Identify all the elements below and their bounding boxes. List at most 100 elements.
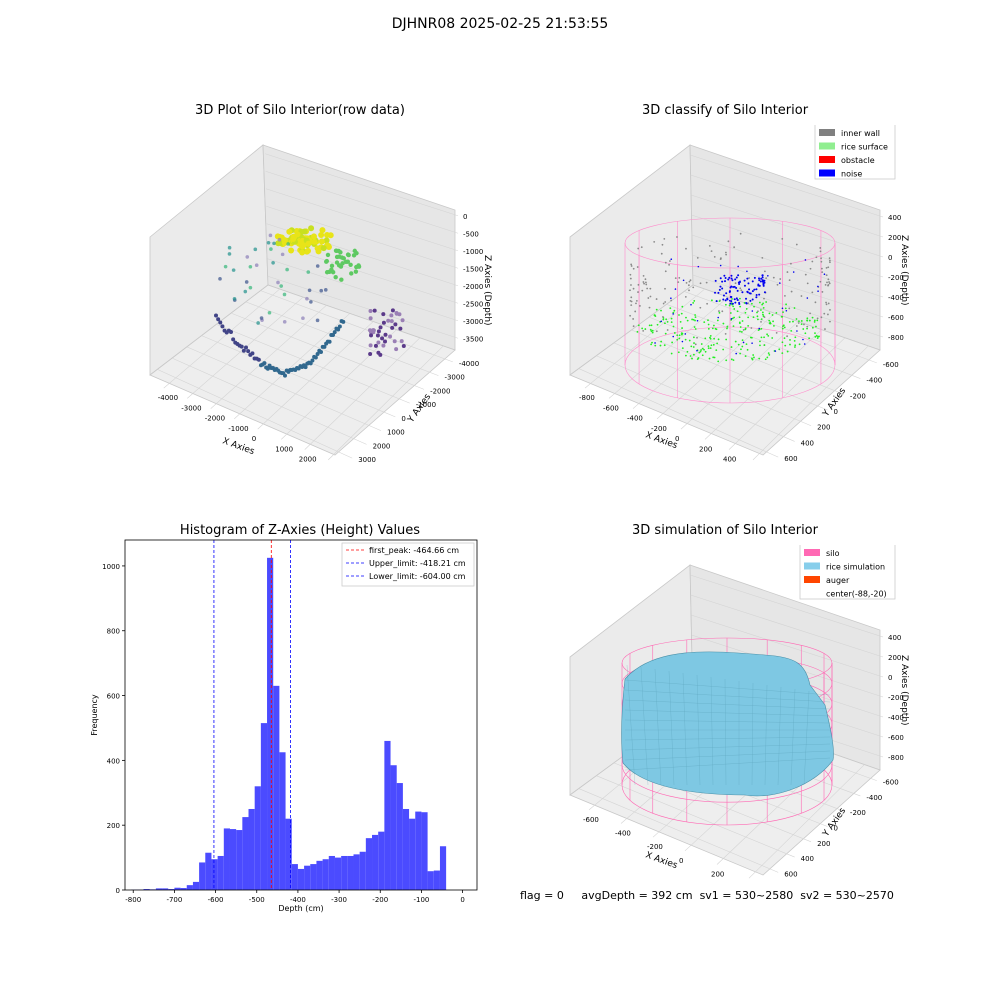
point xyxy=(823,312,826,315)
x-tick-label: 1000 xyxy=(275,445,293,453)
y-tick-label: -400 xyxy=(866,794,882,802)
point xyxy=(722,322,725,325)
y-tick-label: 600 xyxy=(784,455,797,463)
point xyxy=(635,299,638,302)
point xyxy=(676,236,678,238)
z-axis-label: Z Axies (Depth) xyxy=(899,655,909,726)
point xyxy=(749,299,752,302)
point xyxy=(738,322,741,325)
point xyxy=(800,295,803,297)
point xyxy=(318,232,325,239)
point xyxy=(651,341,653,344)
point xyxy=(725,292,728,295)
point xyxy=(706,302,709,305)
point xyxy=(680,312,683,315)
z-tick-label: 0 xyxy=(888,254,892,262)
histogram-bar xyxy=(236,830,243,890)
legend-label: inner wall xyxy=(841,129,880,138)
point xyxy=(689,355,692,357)
point xyxy=(762,283,765,286)
point xyxy=(814,332,816,335)
point xyxy=(714,291,717,294)
legend-label: noise xyxy=(841,170,862,179)
point xyxy=(397,312,402,317)
point xyxy=(763,270,766,273)
point xyxy=(679,321,682,323)
point xyxy=(739,287,742,290)
point xyxy=(654,315,657,318)
y-tick-label: 0 xyxy=(116,887,120,895)
legend-label: first_peak: -464.66 cm xyxy=(369,546,459,555)
point xyxy=(262,361,267,366)
point xyxy=(768,312,771,315)
point xyxy=(825,301,827,304)
point xyxy=(673,332,676,334)
point xyxy=(769,321,772,324)
y-tick-label: 200 xyxy=(817,840,830,848)
point xyxy=(319,227,326,234)
point xyxy=(728,304,731,307)
point xyxy=(648,324,651,327)
point xyxy=(692,336,695,339)
point xyxy=(827,284,829,287)
raw-plot-title: 3D Plot of Silo Interior(row data) xyxy=(195,103,405,118)
x-tick-label: -400 xyxy=(627,415,643,423)
point xyxy=(704,337,707,340)
point xyxy=(250,351,255,356)
point xyxy=(728,276,731,279)
point xyxy=(716,319,719,322)
point xyxy=(789,339,791,341)
point xyxy=(640,246,643,249)
x-axis-label: X Axies xyxy=(644,850,679,871)
point xyxy=(775,331,778,334)
point xyxy=(803,343,806,345)
legend-label: center(-88,-20) xyxy=(826,590,887,599)
point xyxy=(742,341,745,344)
point xyxy=(272,241,276,246)
point xyxy=(681,327,683,329)
status-line: flag = 0 avgDepth = 392 cm sv1 = 530~258… xyxy=(520,889,990,902)
point xyxy=(324,231,331,238)
point xyxy=(731,279,734,282)
point xyxy=(300,241,307,248)
point xyxy=(383,332,388,337)
point xyxy=(779,278,782,280)
point xyxy=(632,325,635,328)
point xyxy=(758,293,761,296)
point xyxy=(373,343,378,348)
point xyxy=(632,318,635,320)
point xyxy=(729,286,732,289)
point xyxy=(268,233,273,238)
point xyxy=(666,329,669,331)
simulation-plot-title: 3D simulation of Silo Interior xyxy=(632,523,818,538)
mesh-line xyxy=(624,750,831,761)
point xyxy=(267,310,272,315)
point xyxy=(674,288,677,290)
point xyxy=(750,327,753,329)
point xyxy=(699,282,702,285)
point xyxy=(248,285,253,290)
point xyxy=(709,347,712,350)
point xyxy=(806,297,809,299)
x-tick-label: -500 xyxy=(249,896,265,904)
point xyxy=(378,325,383,330)
x-axis-label: X Axies xyxy=(644,430,679,451)
point xyxy=(707,327,710,330)
point xyxy=(682,279,685,282)
x-tick-label: 0 xyxy=(679,857,683,865)
point xyxy=(829,261,831,264)
point xyxy=(804,259,807,261)
point xyxy=(713,337,716,340)
point xyxy=(694,343,697,346)
point xyxy=(785,303,787,306)
point xyxy=(828,281,830,283)
legend-label: obstacle xyxy=(841,156,875,165)
point xyxy=(690,303,692,306)
point xyxy=(811,316,814,319)
z-tick-label: -400 xyxy=(888,294,904,302)
point xyxy=(337,324,342,329)
point xyxy=(662,318,665,321)
point xyxy=(757,318,759,321)
point xyxy=(681,305,684,308)
point xyxy=(309,300,313,304)
